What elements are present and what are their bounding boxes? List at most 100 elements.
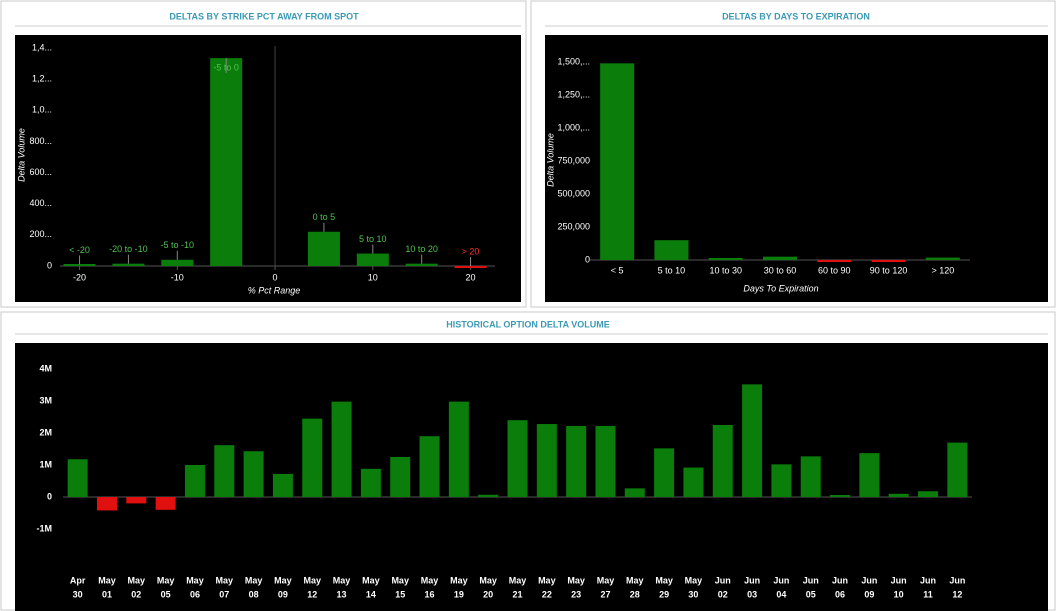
y-tick-label: 1,0... <box>32 105 52 115</box>
x-tick-label: May <box>245 575 263 585</box>
x-tick-label: May <box>157 575 175 585</box>
plot-background <box>15 35 521 302</box>
bar <box>536 424 557 497</box>
x-tick-label: 11 <box>923 589 933 599</box>
bar <box>712 425 733 497</box>
x-tick-label: 04 <box>776 589 786 599</box>
x-tick-label: Jun <box>773 575 789 585</box>
x-tick-label: May <box>479 575 497 585</box>
bar <box>763 256 797 260</box>
x-tick-label: May <box>333 575 351 585</box>
x-tick-label: 05 <box>161 589 171 599</box>
bar <box>96 497 117 511</box>
bar-label: -5 to -10 <box>161 240 195 250</box>
x-tick-label: Jun <box>832 575 848 585</box>
bar <box>507 420 528 497</box>
y-tick-label: 750,000 <box>557 155 590 165</box>
x-tick-label: May <box>128 575 146 585</box>
bar <box>307 231 340 266</box>
bar <box>817 260 852 262</box>
x-tick-label: 06 <box>835 589 845 599</box>
bar <box>478 494 499 497</box>
x-tick-label: May <box>274 575 292 585</box>
x-tick-label: May <box>186 575 204 585</box>
bar <box>360 468 381 497</box>
chart-title: DELTAS BY DAYS TO EXPIRATION <box>722 11 870 21</box>
bar <box>161 259 194 266</box>
chart-title: HISTORICAL OPTION DELTA VOLUME <box>446 319 610 329</box>
bar <box>800 456 821 497</box>
x-tick-label: 02 <box>718 589 728 599</box>
x-tick-label: 01 <box>102 589 112 599</box>
y-tick-label: 500,000 <box>557 188 590 198</box>
x-tick-label: 0 <box>273 272 278 282</box>
bar <box>448 401 469 497</box>
bar <box>155 497 176 510</box>
x-tick-label: 16 <box>425 589 435 599</box>
x-axis-title: Days To Expiration <box>743 283 818 293</box>
bar <box>830 495 851 497</box>
y-tick-label: 0 <box>47 260 52 270</box>
y-tick-label: 1,2... <box>32 74 52 84</box>
y-tick-label: 1,500,... <box>557 56 590 66</box>
bar <box>925 257 960 260</box>
x-tick-label: 20 <box>466 272 476 282</box>
x-tick-label: May <box>391 575 409 585</box>
bar <box>654 240 689 260</box>
y-tick-label: 1,250,... <box>557 89 590 99</box>
y-tick-label: 600... <box>29 167 52 177</box>
x-tick-label: < 5 <box>611 265 624 275</box>
bar <box>454 266 487 268</box>
x-tick-label: 21 <box>512 589 522 599</box>
x-tick-label: 5 to 10 <box>658 265 686 275</box>
bar-label: > 20 <box>462 246 480 256</box>
y-axis-title: Delta Volume <box>16 128 26 182</box>
bar <box>272 473 293 497</box>
y-tick-label: 4M <box>39 363 52 373</box>
y-tick-label: 1,000,... <box>557 122 590 132</box>
x-tick-label: Jun <box>744 575 760 585</box>
x-tick-label: 60 to 90 <box>818 265 851 275</box>
bar-label: -5 to 0 <box>213 62 239 72</box>
y-tick-label: 200... <box>29 229 52 239</box>
x-tick-label: 23 <box>571 589 581 599</box>
bar <box>210 58 243 266</box>
bar <box>214 445 235 497</box>
x-tick-label: 12 <box>952 589 962 599</box>
y-tick-label: 3M <box>39 395 52 405</box>
x-tick-label: 08 <box>249 589 259 599</box>
x-tick-label: 14 <box>366 589 376 599</box>
y-axis-title: Delta Volume <box>545 133 555 187</box>
x-tick-label: Apr <box>70 575 86 585</box>
x-tick-label: -20 <box>73 272 86 282</box>
bar-label: -20 to -10 <box>109 244 148 254</box>
bar <box>624 488 645 497</box>
x-tick-label: 10 <box>368 272 378 282</box>
bar <box>708 258 743 260</box>
bar <box>888 493 909 497</box>
x-tick-label: 28 <box>630 589 640 599</box>
x-tick-label: May <box>567 575 585 585</box>
x-tick-label: Jun <box>920 575 936 585</box>
bar-label: 5 to 10 <box>359 234 387 244</box>
x-tick-label: May <box>509 575 527 585</box>
chart-title: DELTAS BY STRIKE PCT AWAY FROM SPOT <box>169 11 359 21</box>
x-tick-label: Jun <box>715 575 731 585</box>
x-tick-label: 15 <box>395 589 405 599</box>
x-tick-label: 03 <box>747 589 757 599</box>
y-tick-label: -1M <box>37 523 53 533</box>
bar <box>918 491 939 497</box>
x-tick-label: May <box>655 575 673 585</box>
bar <box>405 263 438 266</box>
x-tick-label: 30 to 60 <box>764 265 797 275</box>
y-tick-label: 250,000 <box>557 221 590 231</box>
x-tick-label: 09 <box>864 589 874 599</box>
panel <box>0 0 527 308</box>
plot-background <box>15 343 1048 611</box>
x-tick-label: May <box>450 575 468 585</box>
bar <box>302 418 323 497</box>
x-tick-label: May <box>421 575 439 585</box>
y-tick-label: 1M <box>39 459 52 469</box>
x-tick-label: May <box>538 575 556 585</box>
